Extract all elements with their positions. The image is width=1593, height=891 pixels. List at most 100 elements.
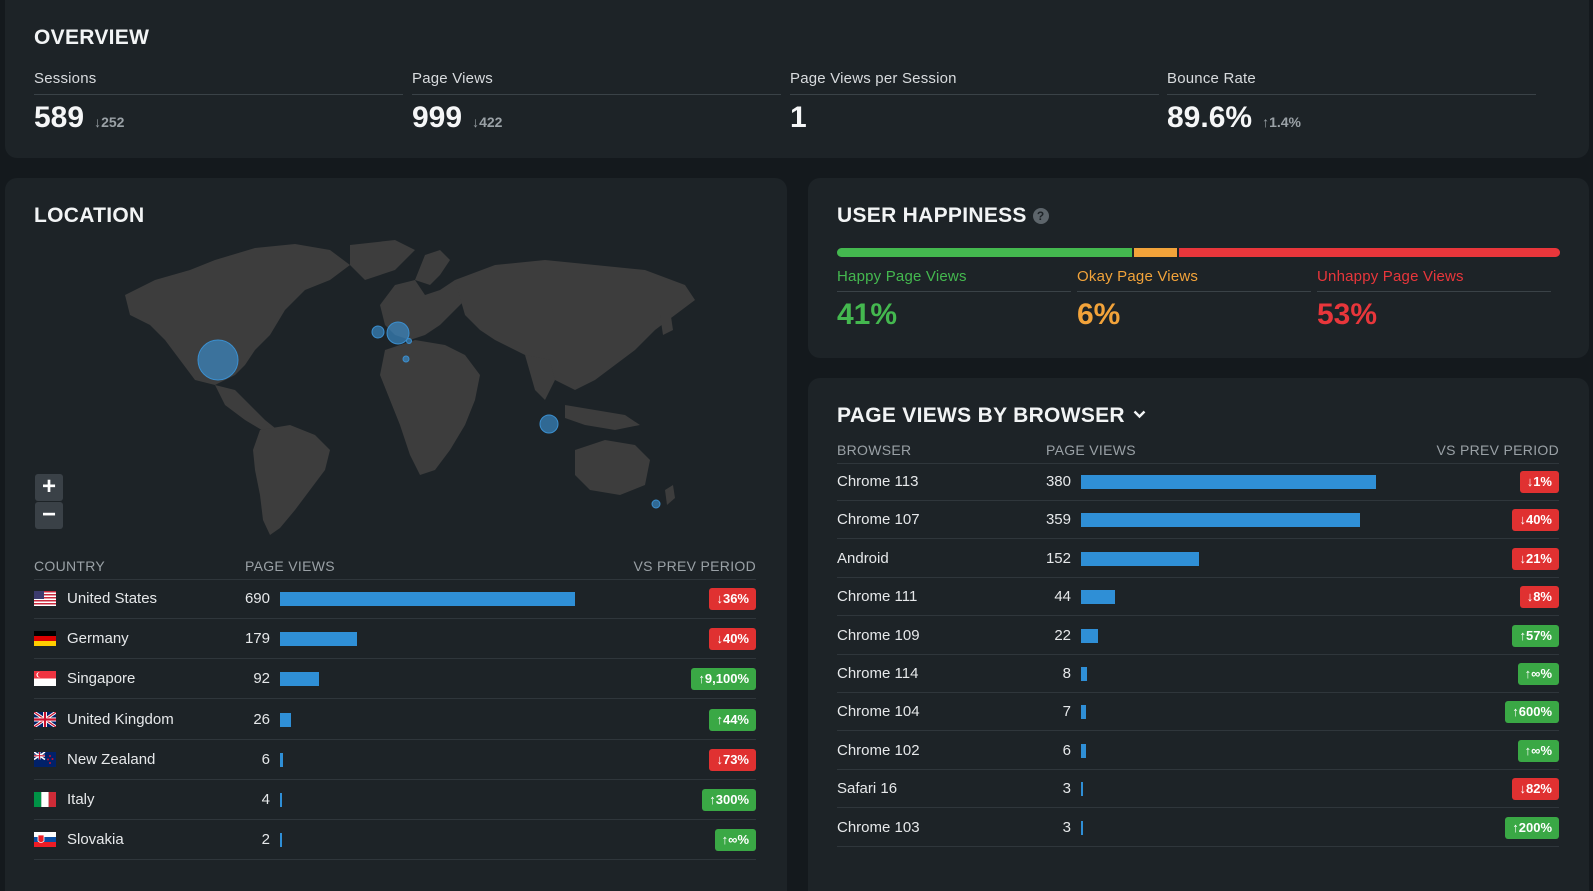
page-views-value: 6 bbox=[1062, 741, 1071, 759]
arrow-down-icon: ↓ bbox=[1526, 474, 1534, 489]
arrow-down-icon: ↓ bbox=[1519, 512, 1526, 528]
country-row-slovakia[interactable]: Slovakia 2 ↑∞% bbox=[34, 820, 756, 861]
country-row-new-zealand[interactable]: New Zealand 6 ↓73% bbox=[34, 740, 756, 780]
arrow-down-icon: ↓ bbox=[1526, 589, 1534, 605]
browser-row-chrome-107[interactable]: Chrome 107 359 ↓40% bbox=[837, 501, 1559, 540]
map-marker-united-kingdom[interactable] bbox=[371, 325, 385, 339]
happiness-bar-segment-happy-page-views bbox=[837, 248, 1132, 257]
world-map[interactable] bbox=[95, 240, 705, 540]
arrow-up-icon: ↑ bbox=[1512, 819, 1519, 835]
arrow-down-icon: ↓ bbox=[716, 631, 723, 647]
country-row-singapore[interactable]: Singapore 92 ↑9,100% bbox=[34, 659, 756, 700]
map-marker-new-zealand[interactable] bbox=[651, 499, 661, 509]
arrow-up-icon: ↑ bbox=[1519, 627, 1526, 643]
metric-delta: ↓422 bbox=[472, 114, 503, 130]
browser-name: Chrome 107 bbox=[837, 511, 920, 529]
page-views-value: 380 bbox=[1045, 473, 1071, 490]
browser-row-chrome-111[interactable]: Chrome 111 44 ↓8% bbox=[837, 578, 1559, 617]
browser-name: Chrome 104 bbox=[837, 703, 920, 721]
country-row-united-states[interactable]: United States 690 ↓36% bbox=[34, 579, 756, 619]
browser-title[interactable]: PAGE VIEWS BY BROWSER bbox=[837, 404, 1146, 428]
country-name: United States bbox=[67, 590, 158, 607]
metric-label: Sessions bbox=[34, 70, 403, 95]
browser-name: Chrome 114 bbox=[837, 665, 919, 682]
browser-row-chrome-104[interactable]: Chrome 104 7 ↑600% bbox=[837, 693, 1559, 732]
zoom-in-button[interactable]: + bbox=[35, 474, 63, 501]
map-marker-singapore[interactable] bbox=[539, 414, 559, 434]
column-header-page-views[interactable]: PAGE VIEWS bbox=[245, 558, 335, 574]
map-marker-italy[interactable] bbox=[402, 355, 410, 363]
page-views-value: 3 bbox=[1062, 818, 1071, 836]
browser-row-android[interactable]: Android 152 ↓21% bbox=[837, 540, 1559, 578]
page-views-value: 4 bbox=[261, 791, 270, 808]
happy-label: Happy Page Views bbox=[837, 268, 1071, 292]
country-row-italy[interactable]: Italy 4 ↑300% bbox=[34, 780, 756, 820]
change-badge: ↑∞% bbox=[714, 829, 756, 852]
change-badge: ↑200% bbox=[1505, 816, 1559, 839]
unhappy-label: Unhappy Page Views bbox=[1317, 268, 1551, 292]
browser-row-chrome-113[interactable]: Chrome 113 380 ↓1% bbox=[837, 463, 1559, 501]
page-views-bar bbox=[280, 833, 282, 848]
page-views-bar bbox=[280, 712, 291, 727]
metric-value: 999 bbox=[412, 101, 463, 134]
page-views-value: 22 bbox=[1054, 626, 1071, 644]
page-views-value: 92 bbox=[253, 670, 270, 688]
change-badge: ↑600% bbox=[1505, 701, 1559, 724]
flag-de-icon bbox=[34, 631, 56, 647]
unhappy-value: 53% bbox=[1317, 298, 1378, 331]
user-happiness-title: USER HAPPINESS? bbox=[837, 204, 1049, 228]
column-header-browser[interactable]: BROWSER bbox=[837, 442, 912, 458]
location-title: LOCATION bbox=[34, 204, 145, 227]
page-views-value: 26 bbox=[253, 710, 270, 728]
change-badge: ↑9,100% bbox=[691, 668, 756, 691]
page-views-bar bbox=[1081, 705, 1086, 720]
browser-name: Safari 16 bbox=[837, 780, 898, 798]
column-header-vs-prev-period[interactable]: VS PREV PERIOD bbox=[633, 558, 756, 574]
page-views-value: 179 bbox=[244, 630, 270, 648]
browser-row-safari-16[interactable]: Safari 16 3 ↓82% bbox=[837, 770, 1559, 809]
change-badge: ↓36% bbox=[709, 588, 756, 610]
page-views-value: 6 bbox=[261, 750, 270, 768]
change-badge: ↑44% bbox=[709, 708, 756, 731]
page-views-value: 44 bbox=[1054, 588, 1071, 606]
chevron-down-icon[interactable] bbox=[1133, 410, 1146, 419]
browser-row-chrome-109[interactable]: Chrome 109 22 ↑57% bbox=[837, 617, 1559, 655]
arrow-down-icon: ↓ bbox=[1519, 781, 1526, 797]
help-icon[interactable]: ? bbox=[1032, 208, 1049, 224]
flag-nz-icon bbox=[34, 751, 56, 767]
page-views-value: 8 bbox=[1062, 665, 1071, 682]
column-header-country[interactable]: COUNTRY bbox=[34, 558, 106, 574]
metric-sessions: Sessions 589 ↓252 bbox=[34, 70, 403, 135]
happiness-bar bbox=[837, 248, 1560, 257]
metric-delta: ↑1.4% bbox=[1262, 114, 1301, 130]
zoom-out-button[interactable]: − bbox=[35, 502, 63, 529]
change-badge: ↑57% bbox=[1512, 624, 1559, 647]
page-views-bar bbox=[280, 592, 575, 606]
map-marker-germany[interactable] bbox=[386, 321, 410, 345]
browser-row-chrome-103[interactable]: Chrome 103 3 ↑200% bbox=[837, 809, 1559, 847]
location-panel: LOCATION bbox=[5, 178, 787, 891]
page-views-bar bbox=[280, 793, 282, 807]
arrow-down-icon: ↓ bbox=[472, 114, 480, 130]
column-header-page-views[interactable]: PAGE VIEWS bbox=[1046, 442, 1136, 458]
page-views-value: 3 bbox=[1062, 780, 1071, 798]
arrow-down-icon: ↓ bbox=[716, 591, 723, 606]
browser-row-chrome-114[interactable]: Chrome 114 8 ↑∞% bbox=[837, 655, 1559, 693]
page-views-value: 152 bbox=[1045, 549, 1071, 567]
arrow-up-icon: ↑ bbox=[698, 671, 705, 687]
country-row-germany[interactable]: Germany 179 ↓40% bbox=[34, 619, 756, 660]
browser-row-chrome-102[interactable]: Chrome 102 6 ↑∞% bbox=[837, 732, 1559, 770]
page-views-bar bbox=[280, 752, 283, 767]
change-badge: ↑∞% bbox=[1517, 739, 1559, 762]
country-row-united-kingdom[interactable]: United Kingdom 26 ↑44% bbox=[34, 700, 756, 740]
arrow-up-icon: ↑ bbox=[1524, 666, 1532, 681]
map-marker-united-states[interactable] bbox=[197, 339, 239, 381]
country-name: Germany bbox=[67, 630, 129, 648]
flag-sk-icon bbox=[34, 832, 56, 848]
happiness-bar-segment-okay-page-views bbox=[1133, 248, 1177, 257]
map-marker-slovakia[interactable] bbox=[406, 338, 412, 344]
unhappy-page-views: Unhappy Page Views 53% bbox=[1317, 268, 1551, 332]
column-header-vs-prev-period[interactable]: VS PREV PERIOD bbox=[1436, 442, 1559, 458]
page-views-bar bbox=[1081, 513, 1360, 528]
metric-delta: ↓252 bbox=[94, 114, 125, 130]
